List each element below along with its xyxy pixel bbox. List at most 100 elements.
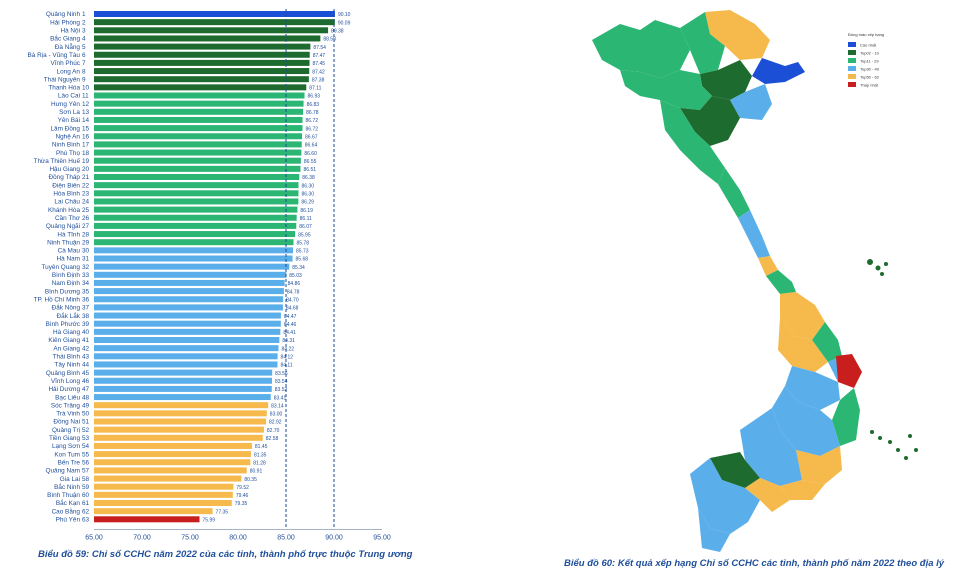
rank-label: 57 [82,468,90,475]
map-region-delta-dark [700,60,752,100]
rank-label: 5 [82,44,86,51]
map-region-phu-yen [836,354,862,388]
value-label: 80.35 [244,477,257,483]
map-region-dak-lak [772,386,840,456]
value-label: 86.29 [301,200,314,206]
bar [94,369,273,376]
value-label: 84.31 [282,338,295,344]
value-label: 84.46 [284,322,297,328]
legend-title: Đồng màu xếp hạng [848,32,884,37]
bar [94,76,309,83]
rank-label: 9 [82,76,86,83]
category-label: Phú Thọ [56,150,80,157]
rank-label: 30 [82,248,90,255]
bar [94,149,302,156]
map-region-nghe-an [660,100,725,184]
map-region-quang-ngai [812,322,842,362]
value-label: 84.68 [286,306,299,312]
category-label: Hưng Yên [51,101,80,108]
bar [94,353,278,360]
value-label: 83.54 [275,379,288,385]
value-label: 87.45 [313,61,326,67]
map-region-northeast-green [680,12,725,74]
bar [94,304,283,311]
bar [94,402,269,409]
bar [94,385,272,392]
rank-label: 58 [82,476,90,483]
rank-label: 56 [82,459,90,466]
category-label: Sóc Trăng [51,402,81,409]
value-label: 89.38 [331,29,344,35]
bar [94,337,280,343]
value-label: 87.42 [312,69,325,75]
legend-label: Cao nhất [860,42,877,47]
value-label: 86.72 [306,126,319,132]
rank-label: 4 [82,36,86,43]
rank-label: 37 [82,305,90,312]
value-label: 86.19 [300,208,313,214]
bar [94,345,279,352]
value-label: 79.35 [235,501,248,507]
bar [94,19,335,26]
value-label: 81.35 [254,452,267,458]
value-label: 80.91 [250,469,263,475]
bar [94,410,267,417]
bar [94,467,247,474]
bar [94,43,311,50]
bar [94,68,310,75]
map-region-dong-nai [780,480,825,500]
rank-label: 38 [82,313,90,320]
category-label: Cao Bằng [52,506,81,515]
rank-label: 18 [82,150,90,157]
reference-lines [285,9,335,529]
value-label: 86.93 [308,94,321,100]
rank-label: 31 [82,256,90,263]
bar [94,442,252,449]
category-label: Trà Vinh [56,411,80,418]
vietnam-ranking-map: Đồng màu xếp hạng Cao nhất Top02 - 10 Top1… [592,10,918,552]
value-label: 86.30 [301,183,314,189]
rank-label: 24 [82,199,90,206]
value-label: 82.70 [267,428,280,434]
map-region-thanh-hoa [680,96,740,146]
value-label: 90.09 [338,20,351,26]
bar [94,500,232,506]
rank-label: 60 [82,492,90,499]
value-label: 83.41 [274,395,287,401]
value-label: 86.78 [306,110,319,116]
category-label: Long An [57,68,81,75]
value-label: 85.68 [296,257,309,263]
value-label: 85.34 [292,265,305,271]
rank-label: 29 [82,239,90,246]
map-region-southeast [740,408,802,486]
bar [94,174,300,180]
rank-label: 28 [82,231,90,238]
category-label: Điện Biên [52,182,80,189]
value-label: 85.03 [289,273,302,279]
bar [94,157,301,164]
category-label: Quảng Ninh [46,11,81,18]
category-label: Bình Định [52,272,81,279]
bar [94,516,200,523]
value-label: 83.52 [275,387,288,393]
map-region-quang-tri [758,256,778,276]
category-label: Hải Dương [48,386,80,393]
value-label: 86.38 [302,175,315,181]
rank-label: 48 [82,394,90,401]
x-axis: 65.00 70.00 75.00 80.00 85.00 90.00 95.00 [85,529,391,541]
bar [94,206,298,213]
rank-label: 43 [82,354,90,361]
value-label: 86.51 [304,167,317,173]
rank-label: 23 [82,191,90,198]
rank-label: 1 [82,11,86,18]
rank-label: 41 [82,337,90,344]
value-label: 87.47 [313,53,326,59]
bar [94,320,281,327]
bar [94,279,285,286]
value-label: 79.46 [236,493,249,499]
rank-label: 54 [82,443,90,450]
category-label: Thừa Thiên Huế [34,156,81,165]
category-label: Quảng Bình [46,370,81,377]
category-label: An Giang [53,345,80,352]
bar [94,271,287,278]
